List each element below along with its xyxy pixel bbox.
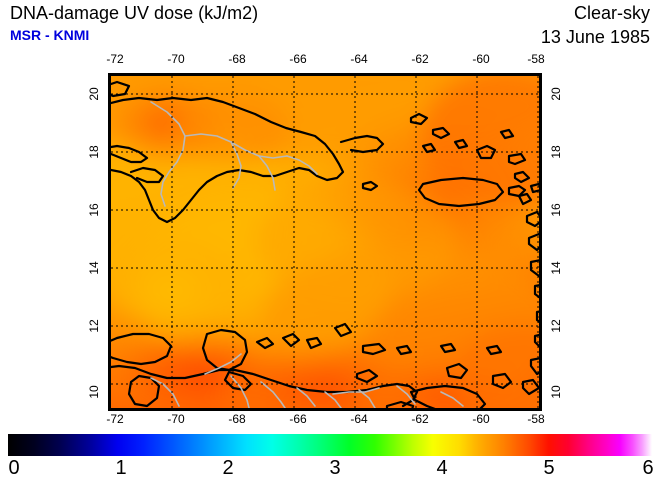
xtick-bottom-5: -62 xyxy=(411,412,429,426)
xtick-top-2: -68 xyxy=(228,52,246,66)
colorbar-tick-3: 3 xyxy=(329,457,341,479)
page-title: DNA-damage UV dose (kJ/m2) xyxy=(10,3,259,23)
xtick-bottom-0: -72 xyxy=(106,412,124,426)
ytick-left-5: 10 xyxy=(87,385,101,399)
date-label: 13 June 1985 xyxy=(540,27,650,47)
xtick-top-0: -72 xyxy=(106,52,124,66)
ytick-right-1: 18 xyxy=(549,145,563,159)
xtick-bottom-1: -70 xyxy=(167,412,185,426)
xtick-bottom-3: -66 xyxy=(289,412,307,426)
colorbar-tick-0: 0 xyxy=(8,457,20,479)
ytick-right-2: 16 xyxy=(549,203,563,217)
xtick-bottom-2: -68 xyxy=(228,412,246,426)
map-border xyxy=(108,73,542,411)
ytick-right-0: 20 xyxy=(549,87,563,101)
uv-dose-map[interactable] xyxy=(108,73,542,411)
colorbar-tick-4: 4 xyxy=(436,457,448,479)
ytick-left-1: 18 xyxy=(87,145,101,159)
ytick-right-4: 12 xyxy=(549,319,563,333)
xtick-top-5: -62 xyxy=(411,52,429,66)
xtick-bottom-6: -60 xyxy=(472,412,490,426)
xtick-top-4: -64 xyxy=(350,52,368,66)
ytick-right-3: 14 xyxy=(549,261,563,275)
sky-condition-label: Clear-sky xyxy=(573,3,650,23)
xtick-bottom-4: -64 xyxy=(350,412,368,426)
colorbar-tick-5: 5 xyxy=(543,457,555,479)
source-label: MSR - KNMI xyxy=(10,27,90,43)
colorbar-gradient xyxy=(8,434,652,456)
header: DNA-damage UV dose (kJ/m2) MSR - KNMI Cl… xyxy=(0,0,660,56)
colorbar-tick-2: 2 xyxy=(222,457,234,479)
colorbar-tick-1: 1 xyxy=(115,457,127,479)
ytick-left-3: 14 xyxy=(87,261,101,275)
xtick-bottom-7: -58 xyxy=(527,412,545,426)
colorbar[interactable] xyxy=(8,434,652,456)
xtick-top-7: -58 xyxy=(527,52,545,66)
ytick-left-4: 12 xyxy=(87,319,101,333)
xtick-top-1: -70 xyxy=(167,52,185,66)
ytick-left-0: 20 xyxy=(87,87,101,101)
ytick-left-2: 16 xyxy=(87,203,101,217)
xtick-top-3: -66 xyxy=(289,52,307,66)
ytick-right-5: 10 xyxy=(549,385,563,399)
xtick-top-6: -60 xyxy=(472,52,490,66)
colorbar-tick-6: 6 xyxy=(642,457,654,479)
